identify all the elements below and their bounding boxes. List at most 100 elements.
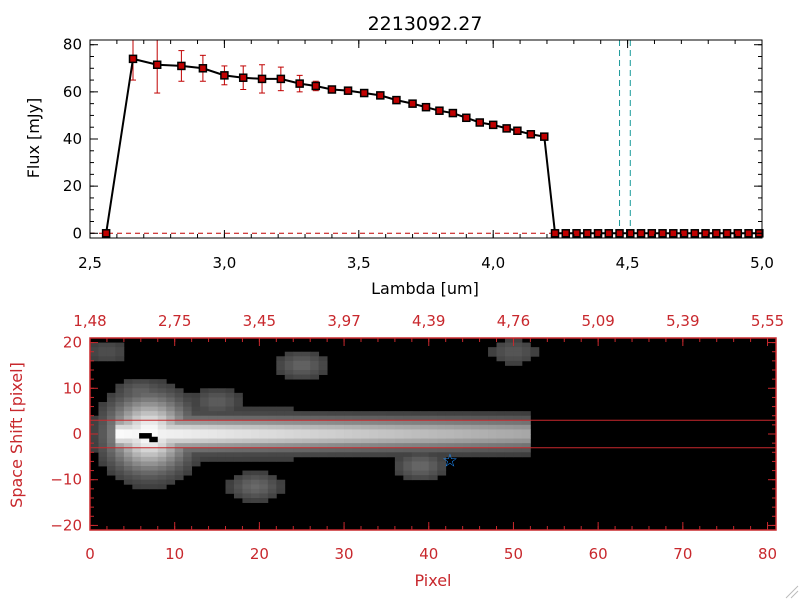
pixel-tick-label: 60 [589,545,608,563]
data-point [733,229,743,238]
data-point [462,113,471,123]
reference-vlines [619,40,631,238]
flux-markers [101,54,764,238]
pixel-tick-label: 10 [165,545,184,563]
space-shift-tick-label: −20 [50,516,82,534]
data-point [513,126,522,135]
data-point [615,229,624,238]
bottom-axis-ticks: 0 10 20 30 40 50 60 70 80 [85,522,777,563]
data-point [669,229,678,238]
x-tick-label: 5,0 [750,254,774,272]
data-point [376,91,385,100]
y-axis-label: Flux [mJy] [24,98,43,179]
data-point [604,229,614,238]
data-point [448,108,458,118]
data-point [392,95,401,105]
resize-grip-icon[interactable] [785,585,799,599]
top-axis-ticks: 1,48 2,75 3,45 3,97 4,39 4,76 5,09 5,39 5,55 [73,312,784,346]
data-point [540,132,549,141]
pixel-tick-label: 40 [419,545,438,563]
data-point [177,61,186,71]
data-point [359,88,369,98]
pixel-axis-label: Pixel [414,571,451,590]
left-axis-ticks: −20 −10 0 10 20 [50,334,776,534]
data-point [626,229,635,238]
wavelength-tick-label: 5,55 [751,312,784,330]
spectrum-panel: 2213092.27 2,5 3,0 3,5 4,0 4,5 5,0 020406080 … [24,13,774,298]
wavelength-tick-label: 4,39 [412,312,445,330]
data-point [744,229,753,238]
data-point [198,64,208,73]
data-point [343,86,353,95]
y-tick-label: 80 [63,36,82,54]
wavelength-tick-label: 3,97 [327,312,360,330]
data-point [238,73,248,82]
wavelength-tick-label: 5,39 [666,312,699,330]
data-point [647,229,657,238]
data-point [421,102,431,112]
data-point [690,229,700,238]
wavelength-tick-label: 5,09 [581,312,614,330]
data-point [572,229,581,238]
data-point [295,79,304,88]
space-shift-tick-label: −10 [50,471,82,489]
data-point [408,99,417,108]
data-point [679,229,689,238]
data-point [658,229,667,238]
space-shift-tick-label: 20 [63,334,82,352]
space-shift-axis-label: Space Shift [pixel] [7,362,26,508]
y-tick-label: 40 [63,130,82,148]
data-point [593,229,603,238]
wavelength-tick-label: 4,76 [497,312,530,330]
data-point [502,124,511,133]
y-tick-label: 0 [72,224,82,242]
data-point [435,106,444,115]
data-point [152,60,162,69]
wavelength-tick-label: 2,75 [158,312,191,330]
extraction-lines [90,419,776,449]
data-point [550,229,560,238]
image-pixels [90,338,776,530]
data-point [701,229,710,238]
data-point [526,130,536,139]
x-tick-label: 4,0 [481,254,505,272]
data-point [561,229,571,238]
data-point [220,71,229,80]
data-point [101,229,111,238]
data-point [311,81,321,91]
y-axis-ticks: 0 20 40 60 80 [63,36,762,242]
x-axis-label: Lambda [um] [371,279,479,298]
x-tick-label: 3,5 [347,254,371,272]
data-point [276,74,286,84]
x-tick-label: 2,5 [78,254,102,272]
x-tick-label: 4,5 [616,254,640,272]
pixel-tick-label: 80 [758,545,777,563]
data-point [712,229,721,238]
data-point [257,74,267,84]
pixel-tick-label: 50 [504,545,523,563]
pixel-tick-label: 70 [673,545,692,563]
wavelength-tick-label: 1,48 [73,312,106,330]
data-point [722,229,732,238]
wavelength-tick-label: 3,45 [243,312,276,330]
data-point [128,54,138,64]
data-point [488,120,498,130]
x-tick-label: 3,0 [212,254,236,272]
y-tick-label: 60 [63,83,82,101]
chart-title: 2213092.27 [368,13,483,35]
space-shift-tick-label: 0 [72,425,82,443]
space-shift-tick-label: 10 [63,379,82,397]
pixel-tick-label: 0 [85,545,95,563]
flux-line [105,57,760,235]
pixel-tick-label: 30 [335,545,354,563]
star-marker: ☆ [442,451,458,472]
data-point [327,85,337,94]
image-panel: ☆ 0 10 20 30 40 50 60 70 80 1,48 2,75 3,45 3,97 4,39… [7,312,784,590]
data-point [475,118,485,127]
x-axis-ticks: 2,5 3,0 3,5 4,0 4,5 5,0 [78,40,774,272]
y-tick-label: 20 [63,177,82,195]
pixel-tick-label: 20 [250,545,269,563]
data-point [636,229,646,238]
data-point [583,229,592,238]
